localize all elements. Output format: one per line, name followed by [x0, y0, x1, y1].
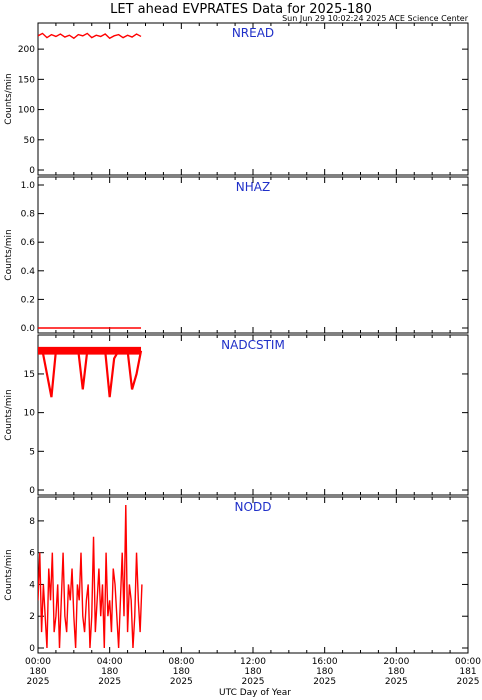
- x-tick-label-time: 16:00: [312, 657, 338, 667]
- series-line-nodd: [38, 505, 142, 648]
- y-tick-label: 200: [18, 45, 35, 55]
- x-tick-label-day: 180: [29, 667, 46, 677]
- x-tick-label-day: 180: [101, 667, 118, 677]
- x-tick-label-day: 181: [459, 667, 476, 677]
- y-tick-label: 5: [29, 447, 35, 457]
- panel-nadcstim: 0 5 10 15 Counts/min NADCSTIM: [4, 335, 468, 496]
- y-tick-label: 0: [29, 486, 35, 496]
- x-tick-label-year: 2025: [313, 677, 336, 687]
- panel-frame: [38, 497, 468, 653]
- x-axis: 00:00180202504:00180202508:00180202512:0…: [25, 657, 481, 687]
- y-tick-label: 0: [29, 166, 35, 176]
- x-tick-label-time: 12:00: [240, 657, 266, 667]
- y-tick-label: 50: [24, 136, 36, 146]
- x-tick-label-day: 180: [244, 667, 261, 677]
- timestamp: Sun Jun 29 10:02:24 2025 ACE Science Cen…: [282, 14, 469, 23]
- panel-frame: [38, 335, 468, 495]
- y-axis-label: Counts/min: [4, 549, 14, 600]
- panel-frame: [38, 23, 468, 175]
- y-axis-label: Counts/min: [4, 389, 14, 440]
- series-line-nread: [38, 33, 141, 38]
- y-tick-label: 2: [29, 612, 35, 622]
- y-tick-label: 8: [29, 517, 35, 527]
- x-tick-label-time: 08:00: [168, 657, 194, 667]
- y-tick-label: 0: [29, 644, 35, 654]
- y-tick-label: 0.2: [21, 295, 35, 305]
- y-tick-label: 15: [24, 370, 35, 380]
- panel-title: NHAZ: [236, 180, 270, 194]
- x-tick-label-time: 00:00: [25, 657, 51, 667]
- y-tick-label: 10: [24, 409, 36, 419]
- panel-frame: [38, 177, 468, 333]
- y-tick-label: 0.4: [21, 267, 36, 277]
- y-tick-label: 150: [18, 75, 35, 85]
- y-tick-label: 100: [18, 106, 35, 116]
- y-tick-label: 0.0: [21, 324, 36, 334]
- series-band-nadcstim: [38, 347, 141, 355]
- y-tick-label: 6: [29, 549, 35, 559]
- x-tick-label-day: 180: [173, 667, 190, 677]
- series-line-nadcstim: [38, 351, 141, 397]
- y-tick-label: 1.0: [21, 181, 36, 191]
- panel-nread: 0 50 100 150 200 Counts/min NREAD: [4, 23, 468, 176]
- panel-title: NREAD: [232, 26, 274, 40]
- panel-nhaz: 0.0 0.2 0.4 0.6 0.8 1.0 Counts/min NHAZ: [4, 177, 468, 334]
- x-tick-label-time: 00:00: [455, 657, 481, 667]
- panel-title: NODD: [235, 500, 272, 514]
- x-tick-label-year: 2025: [98, 677, 121, 687]
- x-tick-label-time: 20:00: [383, 657, 409, 667]
- y-axis-label: Counts/min: [4, 229, 14, 280]
- panels: 050100150200Counts/minNREAD0.00.20.40.60…: [4, 23, 468, 654]
- x-tick-label-year: 2025: [385, 677, 408, 687]
- x-tick-label-year: 2025: [242, 677, 265, 687]
- x-tick-label-day: 180: [388, 667, 405, 677]
- y-tick-label: 4: [29, 580, 35, 590]
- x-tick-label-year: 2025: [457, 677, 480, 687]
- x-tick-label-day: 180: [316, 667, 333, 677]
- y-axis-label: Counts/min: [4, 73, 14, 124]
- panel-title: NADCSTIM: [221, 338, 285, 352]
- x-tick-label-year: 2025: [27, 677, 50, 687]
- y-tick-label: 0.6: [21, 238, 36, 248]
- panel-nodd: 0 2 4 6 8 Counts/min NODD: [4, 497, 468, 654]
- y-tick-label: 0.8: [21, 210, 36, 220]
- x-axis-label: UTC Day of Year: [219, 688, 291, 698]
- x-tick-label-time: 04:00: [97, 657, 123, 667]
- x-tick-label-year: 2025: [170, 677, 193, 687]
